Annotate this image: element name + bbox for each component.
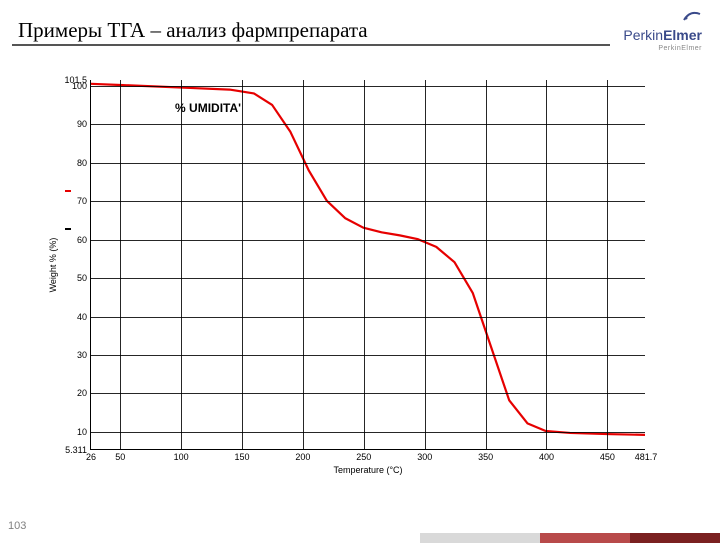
y-tick-label: 5.311 <box>65 445 87 455</box>
x-tick-label: 350 <box>478 452 493 462</box>
x-tick-label: 150 <box>235 452 250 462</box>
y-tick-label: 30 <box>77 350 87 360</box>
y-tick-label: 50 <box>77 273 87 283</box>
x-axis-label: Temperature (°C) <box>333 465 402 475</box>
x-tick-label: 250 <box>356 452 371 462</box>
footer-bar-segment <box>540 533 630 543</box>
grid-line-h <box>91 240 645 241</box>
grid-line-h <box>91 124 645 125</box>
x-tick-label: 100 <box>174 452 189 462</box>
page-number: 103 <box>8 520 26 532</box>
humidity-annotation: % UMIDITA' <box>175 101 241 115</box>
plot-area: % UMIDITA' Weight % (%) Temperature (°C)… <box>90 80 645 450</box>
legend-tick <box>65 228 71 230</box>
grid-line-h <box>91 355 645 356</box>
grid-line-h <box>91 86 645 87</box>
y-tick-label: 70 <box>77 196 87 206</box>
brand-logo: PerkinElmer PerkinElmer <box>623 8 702 52</box>
logo-text: PerkinElmer <box>623 27 702 43</box>
x-tick-label: 400 <box>539 452 554 462</box>
header-rule <box>12 44 610 46</box>
x-tick-label: 450 <box>600 452 615 462</box>
y-tick-label: 80 <box>77 158 87 168</box>
y-tick-label: 90 <box>77 119 87 129</box>
y-axis-label: Weight % (%) <box>48 237 58 292</box>
x-tick-label: 300 <box>417 452 432 462</box>
x-tick-label: 50 <box>115 452 125 462</box>
logo-swoosh-icon <box>682 8 702 22</box>
tga-chart: % UMIDITA' Weight % (%) Temperature (°C)… <box>45 80 655 475</box>
grid-line-h <box>91 278 645 279</box>
y-tick-label: 101.5 <box>64 75 87 85</box>
footer-accent-bar <box>420 530 720 540</box>
page-title: Примеры ТГА – анализ фармпрепарата <box>18 18 368 43</box>
logo-subtext: PerkinElmer <box>623 45 702 52</box>
y-tick-label: 20 <box>77 388 87 398</box>
grid-line-h <box>91 163 645 164</box>
grid-line-h <box>91 201 645 202</box>
y-tick-label: 60 <box>77 235 87 245</box>
grid-line-h <box>91 393 645 394</box>
y-tick-label: 40 <box>77 312 87 322</box>
grid-line-h <box>91 432 645 433</box>
legend-tick <box>65 190 71 192</box>
header: Примеры ТГА – анализ фармпрепарата Perki… <box>0 0 720 50</box>
footer-bar-segment <box>420 533 540 543</box>
y-tick-label: 10 <box>77 427 87 437</box>
x-tick-label: 200 <box>295 452 310 462</box>
footer-bar-segment <box>630 533 720 543</box>
x-tick-label: 26 <box>86 452 96 462</box>
x-tick-label: 481.7 <box>635 452 658 462</box>
grid-line-h <box>91 317 645 318</box>
